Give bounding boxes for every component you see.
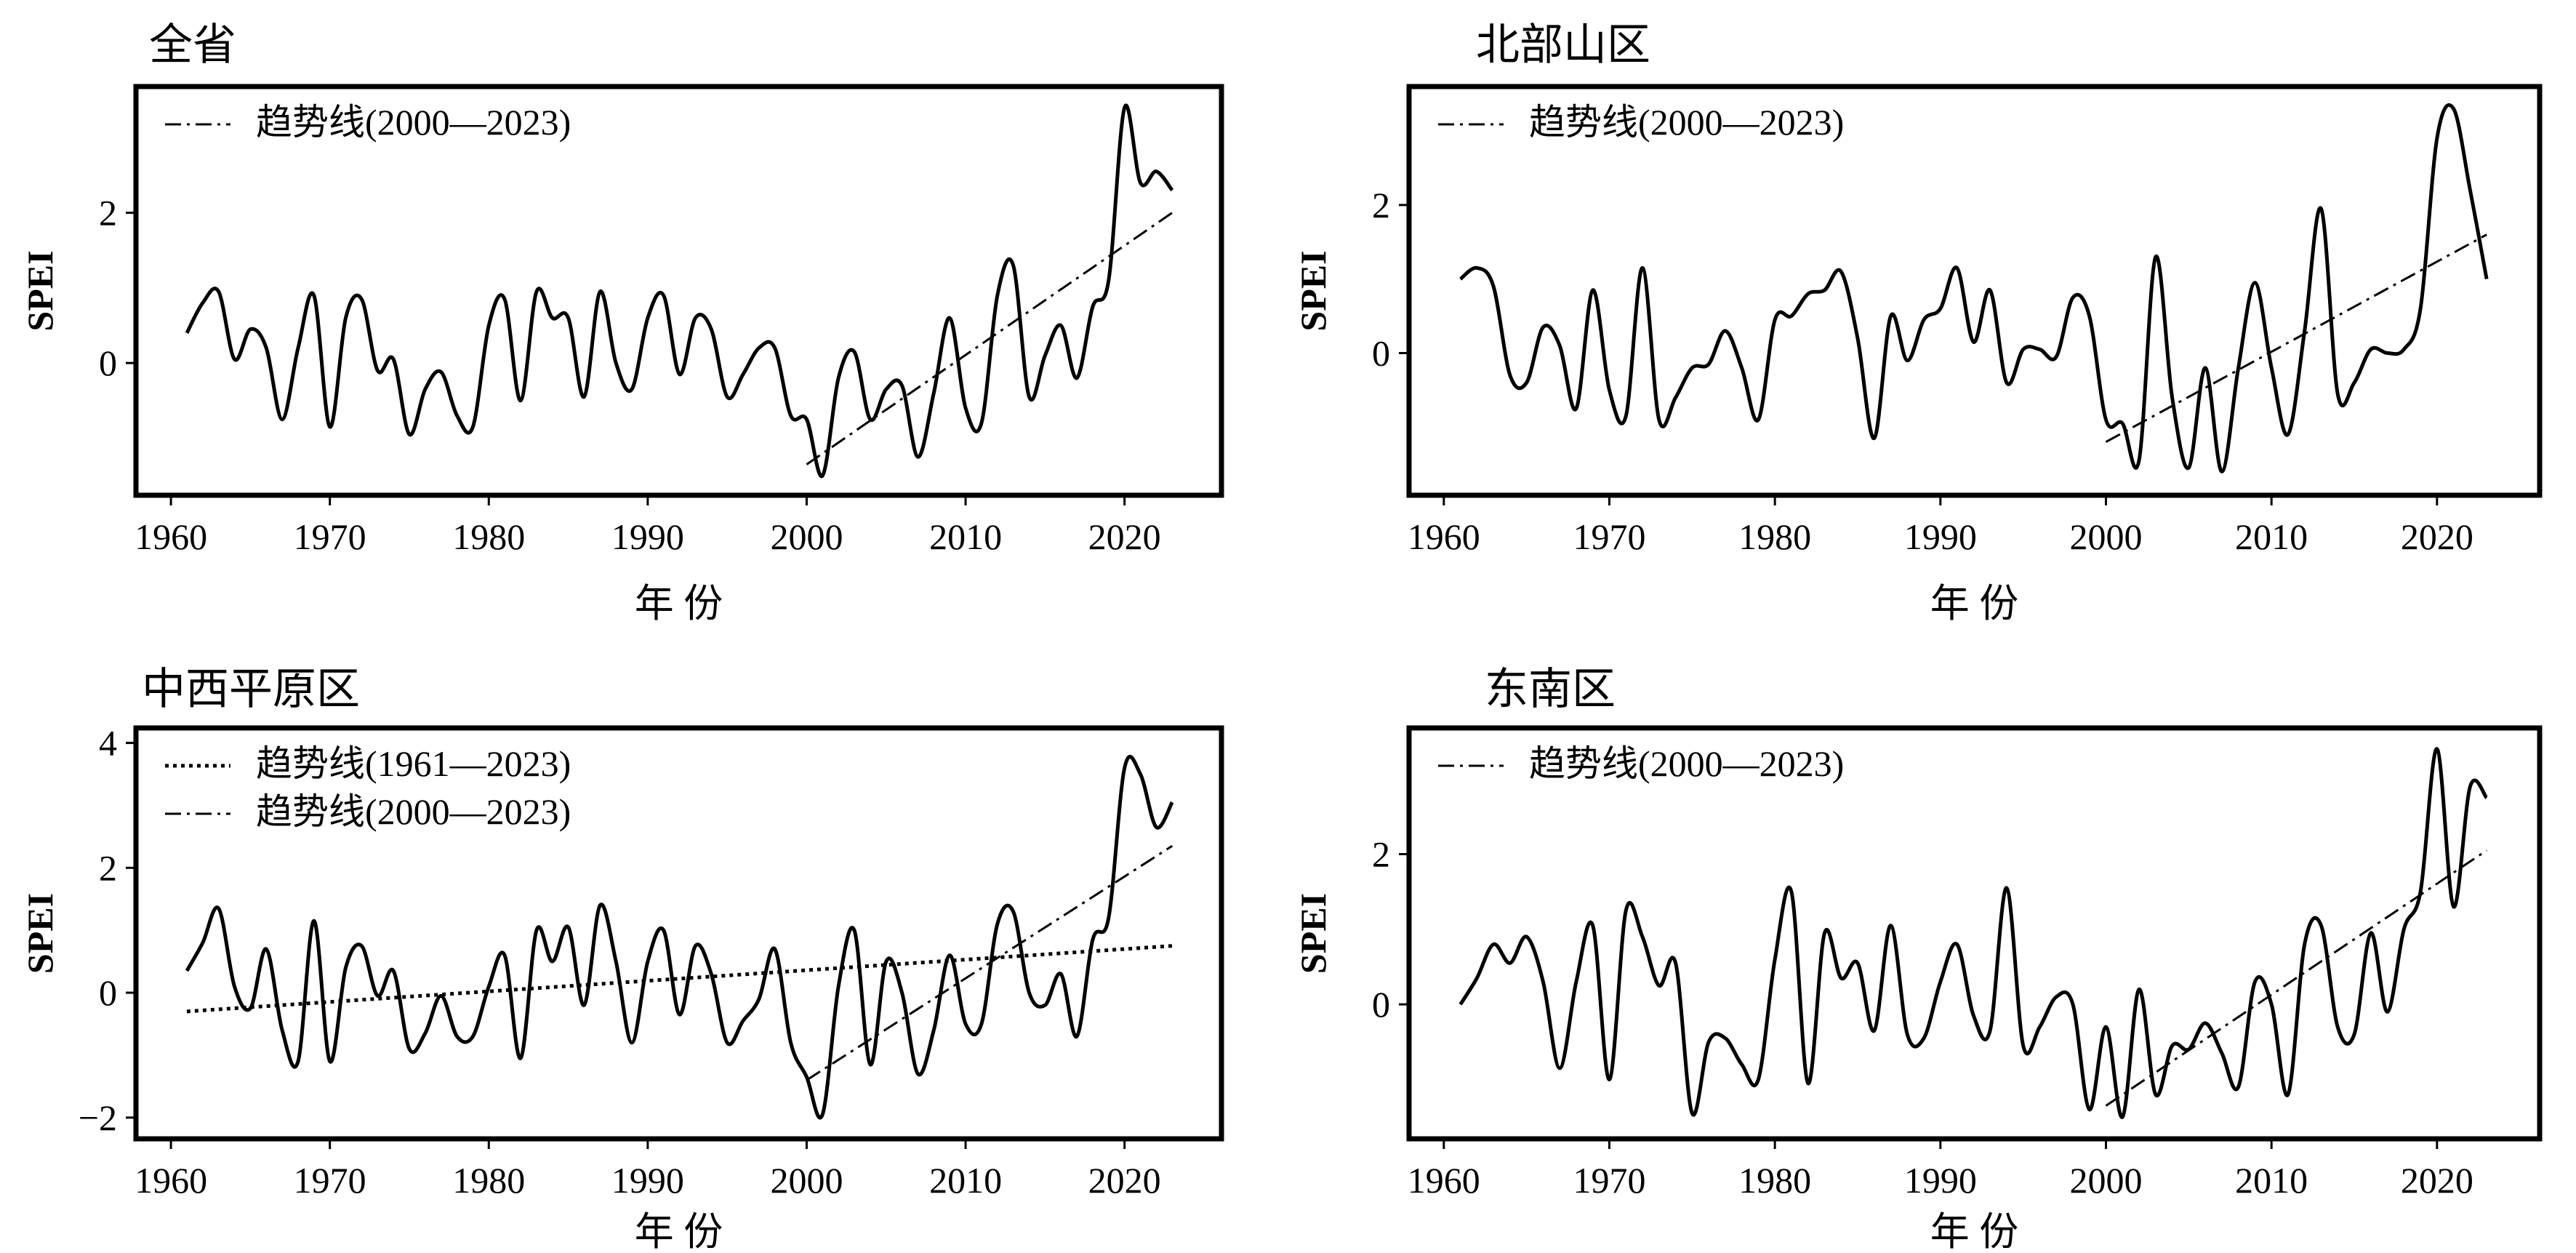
legend-label: 趋势线(2000—2023) bbox=[256, 102, 571, 143]
y-tick-label: 2 bbox=[1372, 834, 1390, 875]
spei-series-line bbox=[1458, 747, 2489, 1119]
chart-panel-2: 北部山区 1960 1970 1980 1990 2000 2010 2020 0 2 年 份 SPE… bbox=[1293, 21, 2543, 625]
panel-title: 东南区 bbox=[1485, 665, 1616, 713]
x-axis-label: 年 份 bbox=[1930, 1210, 2019, 1253]
x-tick-label: 1970 bbox=[294, 1160, 366, 1201]
spei-series-line bbox=[185, 755, 1174, 1120]
x-tick-label: 2000 bbox=[2069, 1160, 2142, 1201]
x-tick-label: 1960 bbox=[1408, 1160, 1480, 1201]
legend-label: 趋势线(1961—2023) bbox=[256, 743, 571, 784]
x-tick-label: 2010 bbox=[929, 516, 1002, 557]
x-tick-label: 1970 bbox=[294, 516, 366, 557]
x-tick-label: 1980 bbox=[1738, 1160, 1811, 1201]
chart-panel-1: 全省 1960 1970 1980 1990 2000 2010 2020 0 2 年 份 SPEI 趋… bbox=[20, 21, 1224, 625]
trend-line-2000-2023 bbox=[806, 845, 1173, 1081]
y-tick-label: 2 bbox=[1372, 185, 1390, 225]
legend-label: 趋势线(2000—2023) bbox=[1529, 743, 1844, 784]
y-axis-label: SPEI bbox=[20, 250, 60, 331]
plot-frame bbox=[1406, 725, 2543, 1142]
x-axis-label: 年 份 bbox=[635, 582, 723, 625]
x-tick-label: 1980 bbox=[1738, 516, 1811, 557]
y-axis-label: SPEI bbox=[20, 893, 60, 974]
x-tick-label: 1980 bbox=[452, 1160, 525, 1201]
x-tick-label: 2000 bbox=[770, 1160, 843, 1201]
spei-series-line bbox=[1459, 103, 2489, 473]
x-axis-label: 年 份 bbox=[635, 1210, 723, 1253]
trend-line-2000-2023 bbox=[2105, 849, 2487, 1107]
x-tick-label: 2020 bbox=[1088, 1160, 1161, 1201]
y-tick-label: 0 bbox=[99, 343, 117, 383]
plot-frame bbox=[1406, 84, 2543, 498]
x-tick-label: 2020 bbox=[1088, 516, 1161, 557]
panel-title: 北部山区 bbox=[1476, 21, 1650, 69]
x-tick-label: 1990 bbox=[1904, 516, 1977, 557]
x-tick-label: 2010 bbox=[2235, 516, 2308, 557]
y-axis-label: SPEI bbox=[1293, 250, 1333, 331]
x-tick-label: 1960 bbox=[1408, 516, 1480, 557]
panel-title: 全省 bbox=[149, 21, 236, 69]
x-tick-label: 1970 bbox=[1573, 516, 1645, 557]
chart-panel-4: 东南区 1960 1970 1980 1990 2000 2010 2020 0 2 年 份 SPEI… bbox=[1293, 665, 2543, 1253]
y-tick-label: 0 bbox=[1372, 333, 1390, 374]
x-tick-label: 2000 bbox=[2069, 516, 2142, 557]
x-tick-label: 1980 bbox=[452, 516, 525, 557]
spei-series-line bbox=[185, 103, 1174, 479]
x-tick-label: 1960 bbox=[135, 1160, 207, 1201]
trend-line-2000-2023 bbox=[806, 212, 1173, 465]
legend-label: 趋势线(2000—2023) bbox=[256, 791, 571, 832]
x-tick-label: 1960 bbox=[135, 516, 207, 557]
chart-panel-3: 中西平原区 1960 1970 1980 1990 2000 2010 2020 −2 0 2 4 年 … bbox=[20, 665, 1224, 1253]
plot-frame bbox=[133, 84, 1224, 498]
x-axis-label: 年 份 bbox=[1930, 582, 2019, 625]
x-tick-label: 2020 bbox=[2401, 516, 2473, 557]
trend-line-2000-2023 bbox=[2105, 233, 2487, 444]
panel-title: 中西平原区 bbox=[142, 665, 360, 713]
x-tick-label: 2020 bbox=[2401, 1160, 2473, 1201]
x-tick-label: 2010 bbox=[2235, 1160, 2308, 1201]
y-axis-label: SPEI bbox=[1293, 893, 1333, 974]
x-tick-label: 1990 bbox=[1904, 1160, 1977, 1201]
plot-frame bbox=[133, 725, 1224, 1142]
x-tick-label: 1970 bbox=[1573, 1160, 1645, 1201]
y-tick-label: 0 bbox=[1372, 984, 1390, 1025]
y-tick-label: 4 bbox=[99, 723, 117, 764]
y-tick-label: −2 bbox=[79, 1097, 117, 1138]
y-tick-label: 2 bbox=[99, 193, 117, 233]
y-tick-label: 2 bbox=[99, 847, 117, 888]
legend-label: 趋势线(2000—2023) bbox=[1529, 102, 1844, 143]
x-tick-label: 1990 bbox=[611, 516, 684, 557]
x-tick-label: 2000 bbox=[770, 516, 843, 557]
y-tick-label: 0 bbox=[99, 972, 117, 1013]
x-tick-label: 1990 bbox=[611, 1160, 684, 1201]
x-tick-label: 2010 bbox=[929, 1160, 1002, 1201]
